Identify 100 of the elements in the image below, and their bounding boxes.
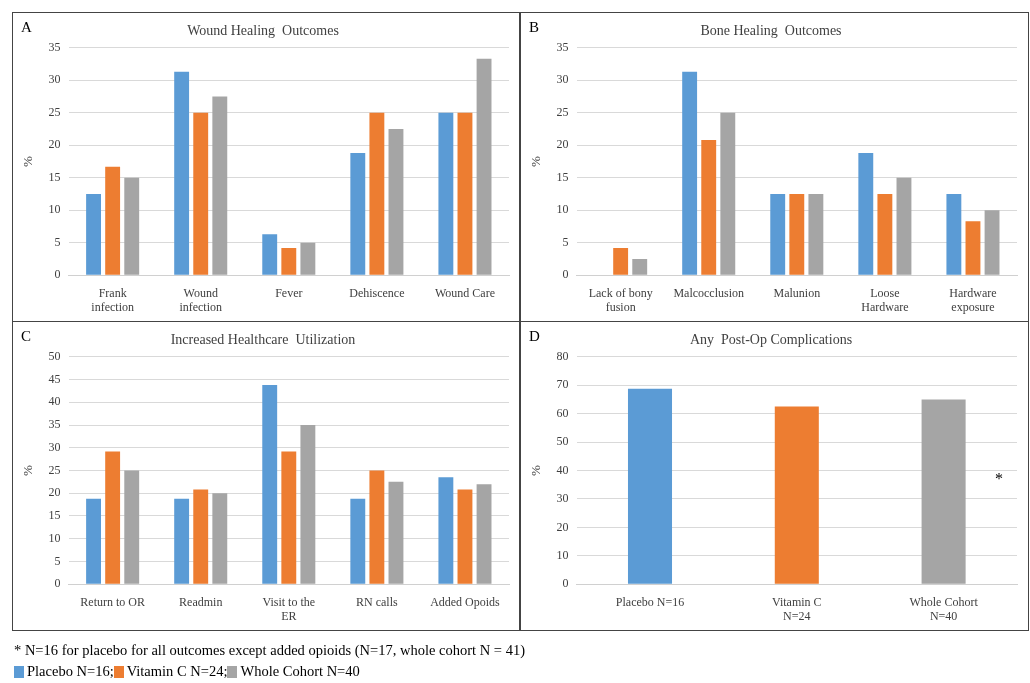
y-axis-title: % — [20, 464, 36, 476]
x-tick-label: Readmin — [179, 594, 223, 609]
chart-title: Wound Healing Outcomes — [187, 23, 339, 39]
text: D — [529, 328, 540, 345]
y-tick-label: 45 — [48, 371, 61, 386]
x-tick-label: Fever — [275, 285, 303, 300]
y-tick-label: 5 — [54, 234, 61, 249]
y-tick-label: 10 — [48, 202, 61, 217]
y-tick-label: 5 — [54, 553, 61, 568]
y-tick-label: 5 — [562, 234, 569, 249]
bar — [281, 247, 297, 275]
x-tick-label: Hardware exposure — [949, 285, 997, 314]
x-tick-label: Wound infection — [179, 285, 223, 314]
y-tick-label: 70 — [556, 377, 569, 392]
y-tick-label: 25 — [556, 104, 569, 119]
bar — [350, 153, 366, 275]
y-tick-label: 50 — [48, 348, 61, 363]
text: C — [21, 328, 32, 345]
bar — [774, 406, 819, 584]
bar — [86, 193, 101, 275]
chart-title: Any Post-Op Complications — [689, 332, 853, 348]
bar — [193, 112, 209, 275]
y-tick-label: 0 — [562, 267, 569, 282]
x-tick-label: Frank infection — [91, 285, 134, 314]
x-tick-label: Return to OR — [80, 594, 145, 609]
y-tick-label: 30 — [556, 491, 569, 506]
y-tick-label: 0 — [54, 576, 61, 591]
bar — [457, 489, 473, 584]
x-tick-label: Wound Care — [434, 285, 495, 300]
bar — [613, 247, 629, 275]
bar — [281, 451, 297, 584]
bar — [124, 470, 140, 584]
bar — [701, 140, 717, 275]
y-tick-label: 0 — [54, 267, 61, 282]
x-tick-label: Placebo N=16 — [615, 594, 685, 609]
y-tick-label: 20 — [48, 137, 61, 152]
bar — [984, 210, 1000, 275]
y-tick-label: 10 — [48, 530, 61, 545]
text: * N=16 for placebo for all outcomes except added opioids (N=17, whole cohort N = 41) — [14, 642, 525, 659]
bar — [632, 258, 648, 275]
bar — [476, 484, 492, 584]
bar — [877, 193, 893, 275]
x-tick-label: Vitamin C N=24 — [771, 594, 822, 623]
chart-title: Increased Healthcare Utilization — [170, 332, 356, 348]
y-tick-label: 80 — [556, 348, 569, 363]
bar — [965, 221, 981, 275]
bar — [627, 388, 673, 584]
y-tick-label: 40 — [556, 462, 569, 477]
bar — [212, 96, 228, 275]
y-tick-label: 20 — [48, 485, 61, 500]
bar — [105, 451, 121, 584]
x-tick-label: Lack of bony fusion — [588, 285, 653, 314]
y-tick-label: 0 — [562, 576, 569, 591]
x-tick-label: Dehiscence — [349, 285, 405, 300]
bar — [86, 498, 101, 584]
y-tick-label: 25 — [48, 104, 61, 119]
y-tick-label: 10 — [556, 547, 569, 562]
x-tick-label: Added Opoids — [430, 594, 501, 609]
bar — [124, 177, 140, 275]
y-tick-label: 40 — [48, 394, 61, 409]
x-tick-label: Visit to the ER — [262, 594, 316, 623]
bar — [262, 234, 278, 275]
y-tick-label: 20 — [556, 137, 569, 152]
bar — [808, 193, 824, 275]
chart-title: Bone Healing Outcomes — [700, 23, 842, 39]
bar — [212, 493, 228, 584]
y-axis-title: % — [528, 155, 544, 167]
y-tick-label: 30 — [48, 72, 61, 87]
annotation: * — [995, 470, 1003, 488]
y-axis-title: % — [20, 155, 36, 167]
y-tick-label: 15 — [556, 169, 569, 184]
x-tick-label: Malcocclusion — [673, 285, 745, 300]
bar — [262, 385, 278, 584]
bar — [193, 489, 209, 584]
y-tick-label: 35 — [48, 417, 61, 432]
y-tick-label: 30 — [556, 72, 569, 87]
bar — [388, 481, 404, 584]
y-axis-title: % — [528, 464, 544, 476]
bar — [105, 166, 121, 275]
legend-label: Placebo N=16; — [27, 663, 114, 680]
x-tick-label: Loose Hardware — [861, 285, 909, 314]
y-tick-label: 10 — [556, 202, 569, 217]
y-tick-label: 15 — [48, 169, 61, 184]
bar — [770, 193, 786, 275]
y-tick-label: 25 — [48, 462, 61, 477]
text: A — [21, 19, 32, 36]
bar — [369, 470, 385, 584]
text: B — [529, 19, 540, 36]
legend-label: Whole Cohort N=40 — [240, 663, 360, 680]
x-tick-label: RN calls — [356, 594, 399, 609]
y-tick-label: 35 — [48, 39, 61, 54]
bar — [388, 129, 404, 275]
bar — [789, 193, 805, 275]
bar — [300, 425, 316, 584]
bar — [682, 71, 698, 275]
bar — [921, 399, 966, 584]
x-tick-label: Whole Cohort N=40 — [909, 594, 979, 623]
bar — [457, 112, 473, 275]
bar — [720, 112, 736, 275]
bar — [946, 193, 962, 275]
